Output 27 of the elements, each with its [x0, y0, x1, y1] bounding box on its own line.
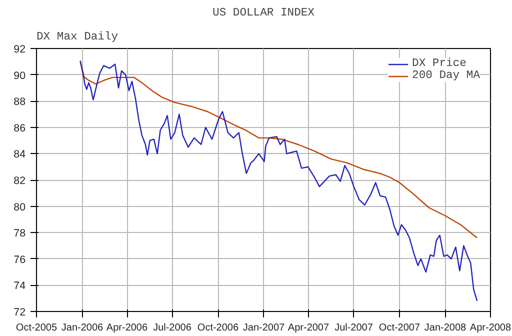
- y-tick-label: 72: [14, 306, 26, 318]
- x-tick-label: Apr-2006: [106, 322, 148, 334]
- y-tick-label: 84: [14, 148, 26, 161]
- x-tick-label: Oct-2007: [378, 322, 421, 334]
- y-tick-label: 88: [14, 96, 26, 108]
- legend-label: DX Price: [412, 58, 466, 70]
- x-tick-label: Apr-2007: [288, 322, 330, 334]
- text: DX Max Daily: [36, 30, 118, 44]
- y-tick-label: 80: [14, 201, 26, 214]
- y-tick-label: 78: [14, 228, 26, 240]
- y-tick-label: 82: [14, 175, 26, 187]
- x-tick-label: Oct-2005: [16, 322, 58, 334]
- y-tick-label: 76: [14, 254, 26, 266]
- x-tick-label: Jan-2006: [61, 322, 104, 334]
- y-tick-label: 90: [14, 70, 26, 82]
- x-tick-label: Oct-2006: [197, 322, 240, 334]
- chart-title: US DOLLAR INDEX: [212, 8, 315, 20]
- y-tick-label: 74: [14, 280, 26, 292]
- legend-label: 200 Day MA: [412, 70, 480, 82]
- x-tick-label: Jul-2006: [153, 322, 192, 334]
- y-tick-label: 86: [14, 122, 26, 134]
- line-series: [80, 60, 478, 238]
- x-tick-label: Jul-2007: [334, 322, 374, 334]
- y-tick-label: 92: [14, 44, 26, 56]
- x-tick-label: Jan-2007: [242, 322, 286, 334]
- x-tick-label: Apr-2008: [470, 322, 512, 334]
- x-tick-label: Jan-2008: [424, 322, 467, 334]
